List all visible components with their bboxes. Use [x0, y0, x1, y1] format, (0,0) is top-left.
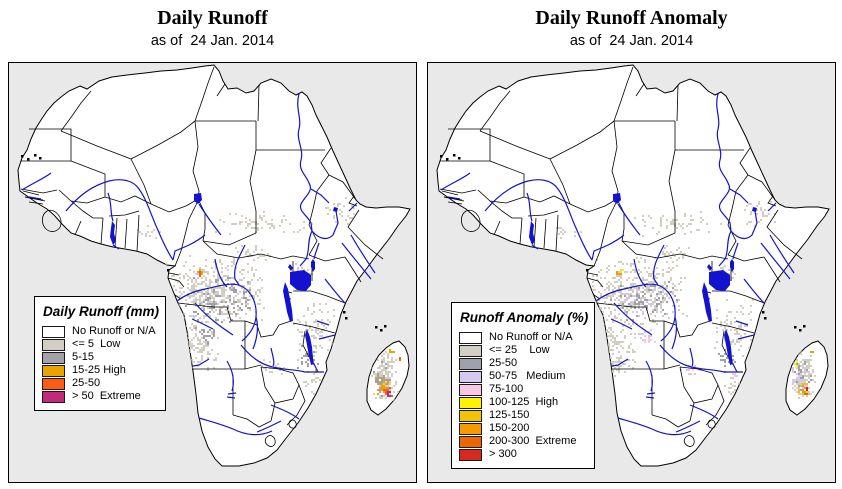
country-borders — [20, 66, 384, 447]
Lspeckles — [137, 197, 401, 401]
right-title-block: Daily Runoff Anomaly as of 24 Jan. 2014 — [427, 7, 836, 49]
legend-row: 200-300 Extreme — [459, 435, 587, 448]
legend-swatch — [42, 351, 65, 364]
legend-swatch — [459, 383, 482, 396]
africa-map-anomaly — [436, 64, 830, 467]
legend-row: 25-50 — [459, 357, 587, 370]
legend-row: 25-50 — [42, 377, 158, 390]
legend-row: 5-15 — [42, 351, 158, 364]
legend-title: Daily Runoff (mm) — [43, 304, 160, 319]
legend-label: 25-50 — [72, 377, 101, 389]
rivers — [440, 93, 795, 436]
legend-swatch — [459, 435, 482, 448]
legend-label: 25-50 — [489, 357, 518, 369]
legend-row: <= 5 Low — [42, 338, 158, 351]
left-title-block: Daily Runoff as of 24 Jan. 2014 — [8, 7, 417, 49]
legend-row: 15-25 High — [42, 364, 158, 377]
legend-row: > 300 — [459, 448, 587, 461]
legend-label: 125-150 — [489, 409, 530, 421]
legend-swatch — [459, 448, 482, 461]
legend-row: No Runoff or N/A — [42, 325, 158, 338]
legend-label: No Runoff or N/A — [489, 331, 573, 343]
legend-swatch — [459, 370, 482, 383]
legend-swatch — [459, 422, 482, 435]
legend-label: > 300 — [489, 448, 517, 460]
legend-label: <= 5 Low — [72, 338, 121, 350]
africa-map-runoff — [17, 64, 411, 467]
daily-runoff-legend: Daily Runoff (mm) No Runoff or N/A <= 5 L… — [34, 296, 166, 411]
right-map-subtitle: as of 24 Jan. 2014 — [569, 33, 694, 49]
legend-swatch — [42, 390, 65, 403]
legend-title: Runoff Anomaly (%) — [460, 310, 589, 325]
legend-label: No Runoff or N/A — [72, 325, 156, 337]
legend-swatch — [42, 325, 65, 338]
rivers — [21, 93, 376, 436]
legend-swatch — [459, 396, 482, 409]
legend-row: 150-200 — [459, 422, 587, 435]
legend-row: 75-100 — [459, 383, 587, 396]
legend-label: 50-75 Medium — [489, 370, 566, 382]
runoff-anomaly-legend: Runoff Anomaly (%) No Runoff or N/A <= 25… — [451, 302, 595, 469]
legend-items: No Runoff or N/A <= 25 Low 25-50 50-75 Medi… — [459, 331, 587, 461]
legend-swatch — [459, 357, 482, 370]
legend-row: 100-125 High — [459, 396, 587, 409]
legend-label: > 50 Extreme — [72, 390, 141, 402]
legend-row: 50-75 Medium — [459, 370, 587, 383]
legend-label: 100-125 High — [489, 396, 559, 408]
right-map-title: Daily Runoff Anomaly — [535, 7, 728, 29]
legend-row: > 50 Extreme — [42, 390, 158, 403]
legend-label: <= 25 Low — [489, 344, 550, 356]
legend-swatch — [459, 331, 482, 344]
left-map-subtitle: as of 24 Jan. 2014 — [150, 33, 275, 49]
small-islands — [21, 154, 387, 332]
legend-row: 125-150 — [459, 409, 587, 422]
runoff-anomaly-map-panel: Runoff Anomaly (%) No Runoff or N/A <= 25… — [427, 62, 836, 483]
legend-label: 150-200 — [489, 422, 530, 434]
legend-items: No Runoff or N/A <= 5 Low 5-15 15-25 High 25… — [42, 325, 158, 403]
legend-row: <= 25 Low — [459, 344, 587, 357]
left-map-title: Daily Runoff — [157, 7, 268, 29]
lakes — [529, 193, 757, 365]
legend-swatch — [42, 338, 65, 351]
lakes — [110, 193, 338, 365]
legend-label: 75-100 — [489, 383, 524, 395]
legend-label: 15-25 High — [72, 364, 126, 376]
legend-label: 200-300 Extreme — [489, 435, 577, 447]
legend-swatch — [459, 344, 482, 357]
legend-swatch — [42, 377, 65, 390]
daily-runoff-map-panel: Daily Runoff (mm) No Runoff or N/A <= 5 L… — [8, 62, 417, 483]
legend-swatch — [42, 364, 65, 377]
small-islands — [440, 154, 806, 332]
legend-label: 5-15 — [72, 351, 95, 363]
legend-swatch — [459, 409, 482, 422]
legend-row: No Runoff or N/A — [459, 331, 587, 344]
